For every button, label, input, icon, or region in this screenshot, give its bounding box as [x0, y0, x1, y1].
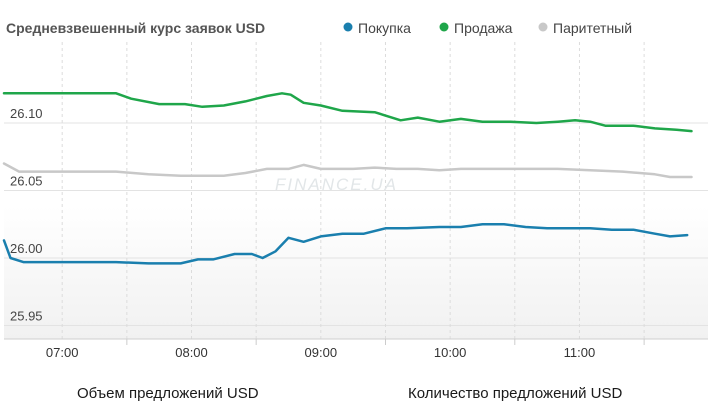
y-tick-label: 26.00 [10, 241, 43, 256]
legend-marker [439, 22, 449, 32]
series-lines [2, 92, 693, 265]
x-tick-label: 10:00 [434, 345, 467, 360]
count-offers-tab[interactable]: Количество предложений USD [408, 385, 623, 402]
x-tick-label: 07:00 [46, 345, 79, 360]
legend-item-1[interactable]: Покупка [343, 20, 412, 36]
y-tick-label: 26.05 [10, 174, 43, 189]
y-tick-label: 25.95 [10, 309, 43, 324]
x-tick-label: 11:00 [564, 345, 596, 360]
y-tick-label: 26.10 [10, 106, 43, 121]
legend-label: Покупка [358, 20, 411, 36]
legend-item-2[interactable]: Продажа [439, 20, 513, 36]
series-line-3 [2, 162, 693, 179]
y-axis-ticks: 26.10 26.05 26.00 25.95 [10, 106, 43, 324]
x-tick-label: 09:00 [305, 345, 338, 360]
x-tick-label: 08:00 [175, 345, 208, 360]
grid-lines [4, 42, 708, 340]
volume-offers-tab[interactable]: Объем предложений USD [77, 385, 259, 402]
x-axis-ticks: 07:00 08:00 09:00 10:00 11:00 [46, 339, 645, 360]
legend-label: Продажа [454, 20, 513, 36]
chart-title: Средневзвешенный курс заявок USD [6, 20, 265, 36]
rate-chart: FINANCE.UA 26.10 26.05 26.00 25.95 07:00 08:… [2, 20, 708, 360]
series-line-2 [2, 92, 693, 133]
legend-marker [538, 22, 548, 32]
legend-marker [343, 22, 353, 32]
legend-item-3[interactable]: Паритетный [538, 20, 633, 36]
legend-label: Паритетный [553, 20, 632, 36]
series-line-1 [2, 223, 689, 265]
legend[interactable]: Покупка Продажа Паритетный [343, 20, 633, 36]
watermark: FINANCE.UA [275, 175, 398, 194]
